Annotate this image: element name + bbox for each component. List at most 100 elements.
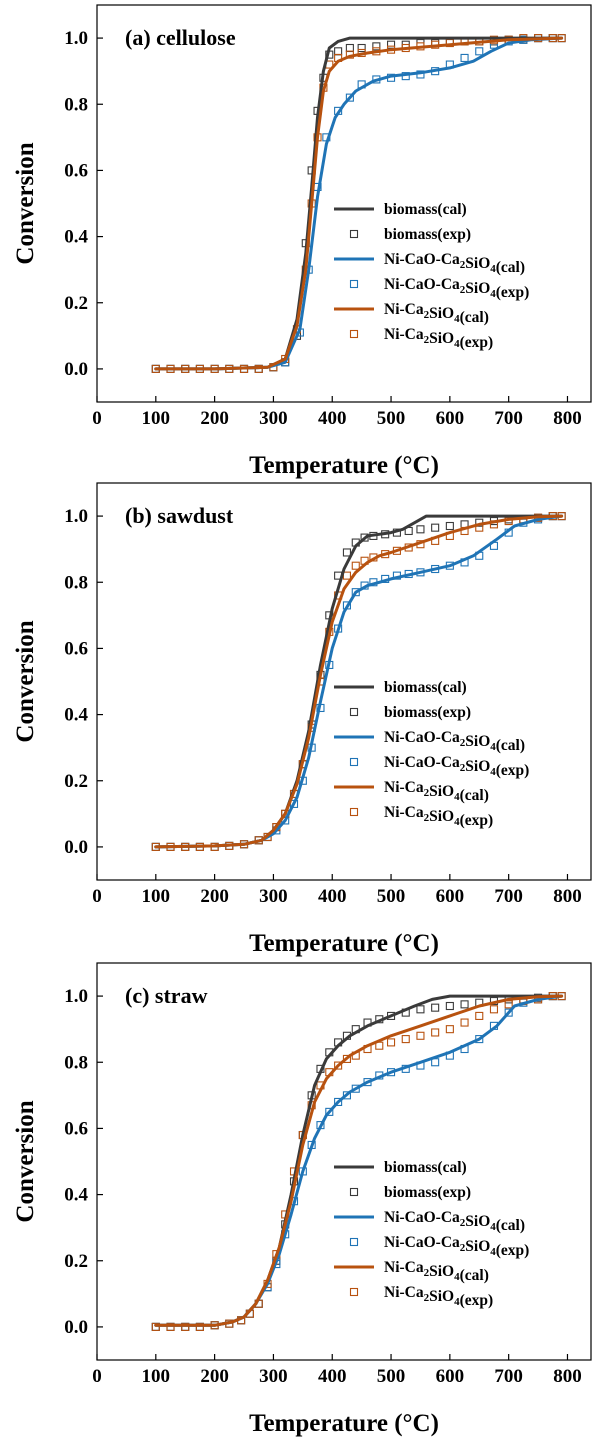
data-point: [360, 533, 369, 542]
series-line-ni_ca2_cal: [154, 514, 564, 849]
data-point: [431, 1058, 440, 1067]
data-point: [431, 1028, 440, 1037]
series-biomass_cal: [154, 994, 564, 1327]
data-point: [357, 43, 366, 53]
legend-entry-ni_ca2_cal: Ni-Ca2SiO4(cal): [334, 779, 489, 804]
y-axis-label: Conversion: [12, 142, 39, 264]
legend-entry-ni_ca2_exp: Ni-Ca2SiO4(exp): [349, 326, 493, 351]
series-ni_ca2_exp: [151, 512, 566, 851]
legend-swatch-marker: [349, 1287, 359, 1297]
x-tick-label: 700: [494, 408, 523, 429]
data-point: [181, 1322, 190, 1331]
series-ni_ca2_exp: [151, 992, 566, 1331]
x-tick-label: 200: [200, 1366, 229, 1387]
legend-label: Ni-CaO-Ca2SiO4(exp): [384, 1234, 529, 1259]
chart-panel-3: 0 100 200 300 400 500 600 700 800 0.0 0.2 0.4 0.6 0.8…: [12, 962, 592, 1437]
legend-entry-biomass_exp: biomass(exp): [349, 704, 471, 721]
panel-label: (a) cellulose: [125, 25, 236, 50]
legend-entry-ni_cao_cal: Ni-CaO-Ca2SiO4(cal): [334, 251, 525, 276]
legend-entry-ni_cao_exp: Ni-CaO-Ca2SiO4(exp): [349, 1234, 529, 1259]
x-tick-label: 100: [142, 408, 171, 429]
legend: biomass(cal) biomass(exp) Ni-CaO-Ca2SiO4(c…: [334, 1159, 529, 1309]
legend-label: Ni-Ca2SiO4(exp): [384, 326, 493, 351]
series-ni_cao_cal: [154, 994, 564, 1327]
chart-panel-2: 0 100 200 300 400 500 600 700 800 0.0 0.2 0.4 0.6 0.8…: [12, 482, 592, 957]
series-line-ni_ca2_cal: [154, 994, 564, 1327]
data-point: [460, 1018, 469, 1027]
y-tick-label: 0.4: [64, 1185, 88, 1206]
data-point: [416, 1031, 425, 1040]
data-point: [342, 1091, 351, 1100]
series-ni_cao_exp: [151, 992, 566, 1331]
legend-label: biomass(exp): [384, 226, 471, 243]
series-line-biomass_cal: [154, 514, 564, 849]
legend-label: Ni-CaO-Ca2SiO4(exp): [384, 276, 529, 301]
legend-swatch-marker: [349, 757, 359, 767]
x-tick-label: 0: [92, 1366, 102, 1387]
legend-swatch-marker: [349, 707, 359, 717]
data-point: [445, 1001, 454, 1011]
series-line-biomass_cal: [154, 994, 564, 1327]
panel-label: (b) sawdust: [125, 503, 234, 528]
x-tick-label: 700: [494, 1366, 523, 1387]
data-point: [351, 588, 360, 597]
series-ni_ca2_exp: [151, 34, 566, 373]
data-point: [475, 1011, 484, 1020]
x-axis-label: Temperature (°C): [249, 1410, 439, 1437]
series-ni_cao_exp: [151, 512, 566, 851]
legend-entry-ni_cao_exp: Ni-CaO-Ca2SiO4(exp): [349, 276, 529, 301]
data-point: [342, 571, 351, 580]
x-tick-label: 100: [142, 1366, 171, 1387]
x-tick-label: 0: [92, 408, 102, 429]
legend-label: Ni-CaO-Ca2SiO4(cal): [384, 1209, 525, 1234]
series-biomass_exp: [151, 992, 566, 1331]
legend-entry-ni_cao_cal: Ni-CaO-Ca2SiO4(cal): [334, 729, 525, 754]
legend-entry-ni_cao_exp: Ni-CaO-Ca2SiO4(exp): [349, 754, 529, 779]
plot-frame: [96, 482, 592, 881]
legend-label: Ni-Ca2SiO4(exp): [384, 1284, 493, 1309]
legend-label: biomass(exp): [384, 1184, 471, 1201]
x-tick-label: 400: [318, 886, 347, 907]
y-tick-label: 0.4: [64, 227, 88, 248]
y-axis-label: Conversion: [12, 1100, 39, 1222]
data-point: [386, 1038, 396, 1047]
x-tick-label: 500: [377, 408, 406, 429]
series-biomass_cal: [154, 514, 564, 849]
legend-label: biomass(exp): [384, 704, 471, 721]
y-tick-label: 0.0: [64, 1317, 88, 1338]
y-tick-label: 0.4: [64, 705, 88, 726]
data-point: [445, 521, 454, 531]
y-axis-label: Conversion: [12, 620, 39, 742]
x-tick-label: 100: [142, 886, 171, 907]
legend-swatch-marker: [349, 279, 359, 289]
x-tick-label: 400: [318, 1366, 347, 1387]
data-point: [342, 1054, 351, 1063]
x-tick-label: 500: [377, 886, 406, 907]
legend-entry-biomass_exp: biomass(exp): [349, 1184, 471, 1201]
y-tick-label: 0.2: [64, 1251, 88, 1272]
data-point: [345, 43, 354, 53]
legend: biomass(cal) biomass(exp) Ni-CaO-Ca2SiO4(c…: [334, 201, 529, 351]
y-tick-label: 0.2: [64, 771, 88, 792]
y-tick-label: 0.8: [64, 94, 88, 115]
legend-label: Ni-CaO-Ca2SiO4(cal): [384, 251, 525, 276]
series-line-ni_ca2_cal: [154, 36, 564, 371]
legend: biomass(cal) biomass(exp) Ni-CaO-Ca2SiO4(c…: [334, 679, 529, 829]
series-ni_cao_cal: [154, 514, 564, 849]
x-tick-label: 300: [259, 1366, 288, 1387]
series-biomass_exp: [151, 512, 566, 851]
legend-swatch-marker: [349, 1187, 359, 1197]
y-tick-label: 1.0: [64, 506, 88, 527]
legend-label: biomass(cal): [384, 201, 467, 218]
x-tick-label: 600: [436, 886, 465, 907]
data-point: [431, 523, 440, 532]
data-point: [334, 1097, 343, 1106]
series-ni_cao_exp: [151, 34, 566, 373]
data-point: [504, 1000, 513, 1009]
legend-entry-biomass_cal: biomass(cal): [334, 679, 467, 696]
y-tick-label: 0.6: [64, 638, 88, 659]
legend-entry-ni_ca2_exp: Ni-Ca2SiO4(exp): [349, 804, 493, 829]
data-point: [151, 1322, 160, 1331]
